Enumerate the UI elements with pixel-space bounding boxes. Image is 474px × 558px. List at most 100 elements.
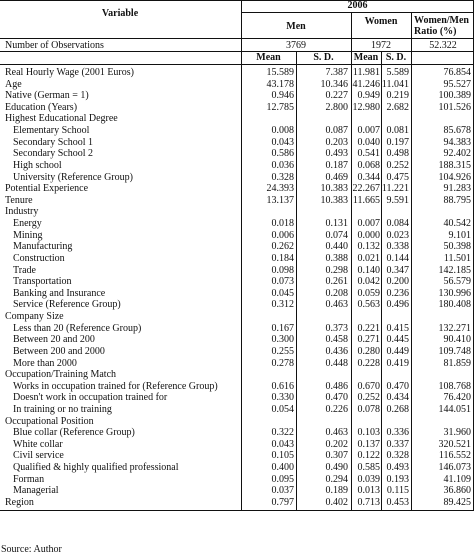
observations-rule (0, 51, 474, 52)
cell-women-sd (359, 416, 409, 427)
cell-women-mean: 0.344 (357, 171, 381, 183)
cell-women-mean: 0.042 (357, 276, 381, 288)
cell-men-sd: 0.261 (325, 276, 349, 288)
cell-women-mean: 0.140 (357, 264, 381, 276)
cell-men-mean (244, 416, 294, 427)
row-label: Company Size (5, 311, 64, 323)
cell-men-sd: 0.436 (325, 345, 349, 357)
row-label: Region (5, 496, 34, 508)
cell-men-mean: 0.616 (271, 380, 295, 392)
row-label: In training or no training (13, 403, 112, 415)
women-sd-header: S. D. (385, 52, 407, 63)
cell-ratio: 130.996 (438, 287, 472, 299)
cell-men-sd: 7.387 (325, 67, 349, 78)
cell-men-mean: 0.006 (271, 229, 295, 241)
cell-ratio: 31.960 (443, 427, 472, 439)
row-label: Doesn't work in occupation trained for (13, 392, 168, 404)
cell-women-mean: 0.007 (357, 125, 381, 137)
cell-men-mean: 0.073 (271, 276, 295, 288)
row-label: Transportation (13, 276, 72, 288)
cell-men-mean: 0.586 (271, 148, 295, 160)
men-sd-header: S. D. (313, 52, 334, 63)
cell-ratio: 91.283 (443, 183, 472, 195)
cell-men-sd: 0.202 (325, 438, 349, 450)
cell-women-sd: 0.493 (386, 462, 410, 474)
ratio-header-line2: Ratio (%) (414, 26, 457, 37)
divider-women-sd (381, 51, 382, 510)
cell-women-mean: 12.980 (352, 101, 381, 113)
observations-label: Number of Observations (5, 40, 104, 51)
cell-women-sd: 9.591 (386, 194, 410, 206)
cell-ratio (421, 311, 471, 322)
cell-ratio: 100.389 (438, 90, 472, 102)
cell-ratio (421, 369, 471, 380)
row-label: Works in occupation trained for (Referen… (13, 380, 218, 392)
row-label: Energy (13, 218, 42, 230)
cell-women-mean: 0.228 (357, 357, 381, 369)
cell-men-sd: 0.074 (325, 229, 349, 241)
row-label: Civil service (13, 450, 64, 462)
cell-men-sd: 0.187 (325, 159, 349, 171)
row-label: Blue collar (Reference Group) (13, 427, 135, 439)
cell-ratio: 40.542 (443, 218, 472, 230)
cell-men-mean: 0.036 (271, 159, 295, 171)
cell-women-mean: 0.078 (357, 403, 381, 415)
cell-men-sd: 0.493 (325, 148, 349, 160)
cell-women-sd: 0.445 (386, 334, 410, 346)
cell-ratio: 76.420 (443, 392, 472, 404)
cell-men-mean: 0.312 (271, 299, 295, 311)
cell-women-sd: 0.144 (386, 252, 410, 264)
cell-women-sd: 0.475 (386, 171, 410, 183)
row-label: Education (Years) (5, 101, 78, 113)
cell-women-mean: 0.541 (357, 148, 381, 160)
subheader-rule (0, 64, 474, 65)
row-label: Secondary School 2 (13, 148, 93, 160)
cell-women-mean: 0.132 (357, 241, 381, 253)
cell-men-sd: 0.189 (325, 485, 349, 497)
row-label: Industry (5, 206, 39, 218)
cell-ratio: 188.315 (438, 159, 472, 171)
cell-men-mean: 15.589 (266, 67, 295, 78)
cell-men-sd: 0.208 (325, 287, 349, 299)
cell-ratio: 109.748 (438, 345, 472, 357)
cell-women-sd: 0.336 (386, 427, 410, 439)
cell-ratio (421, 416, 471, 427)
cell-men-sd: 0.448 (325, 357, 349, 369)
source-note: Source: Author (1, 544, 62, 555)
cell-men-sd: 0.486 (325, 380, 349, 392)
men-header: Men (286, 21, 306, 32)
row-label: Potential Experience (5, 183, 89, 195)
cell-ratio: 144.051 (438, 403, 472, 415)
cell-men-mean: 0.054 (271, 403, 295, 415)
cell-women-sd: 0.449 (386, 345, 410, 357)
cell-men-mean: 0.300 (271, 334, 295, 346)
cell-women-mean: 0.103 (357, 427, 381, 439)
cell-women-mean: 0.021 (357, 252, 381, 264)
cell-ratio: 76.854 (443, 67, 472, 78)
cell-men-mean: 0.262 (271, 241, 295, 253)
cell-men-mean: 0.018 (271, 218, 295, 230)
cell-men-sd: 0.131 (325, 218, 349, 230)
row-label: Occupational Position (5, 415, 94, 427)
cell-men-sd: 0.469 (325, 171, 349, 183)
cell-men-sd: 0.298 (325, 264, 349, 276)
cell-men-mean: 0.255 (271, 345, 295, 357)
cell-men-mean: 0.184 (271, 252, 295, 264)
ratio-header-line1: Women/Men (414, 15, 469, 26)
cell-men-sd: 0.470 (325, 392, 349, 404)
cell-ratio: 142.185 (438, 264, 472, 276)
cell-men-sd: 0.227 (325, 90, 349, 102)
cell-ratio: 36.860 (443, 485, 472, 497)
cell-men-mean: 0.008 (271, 125, 295, 137)
cell-ratio: 41.109 (443, 473, 472, 485)
cell-men-mean (244, 311, 294, 322)
cell-ratio: 9.101 (448, 229, 472, 241)
row-label: Tenure (5, 194, 33, 206)
row-label: Banking and Insurance (13, 287, 106, 299)
cell-women-sd: 0.496 (386, 299, 410, 311)
cell-women-sd: 0.453 (386, 496, 410, 508)
cell-women-sd: 0.236 (386, 287, 410, 299)
row-label: White collar (13, 438, 63, 450)
row-label: Age (5, 78, 22, 90)
